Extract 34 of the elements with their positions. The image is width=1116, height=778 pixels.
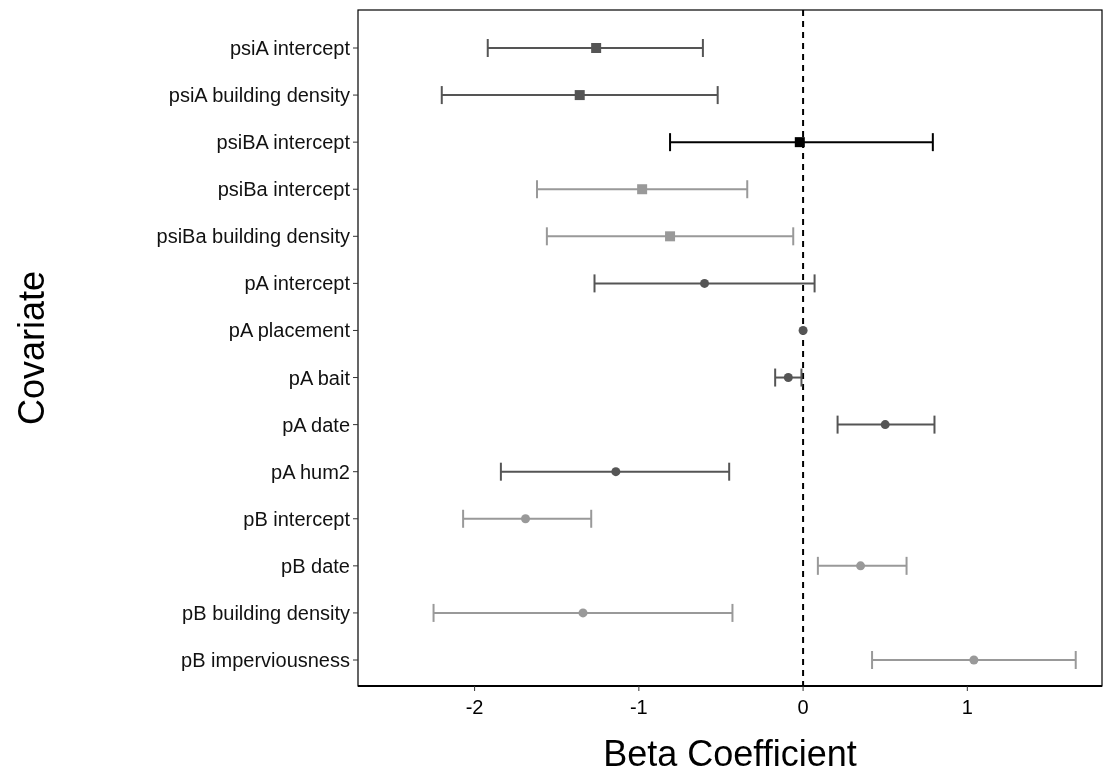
point xyxy=(574,90,585,101)
point xyxy=(880,420,890,430)
y-tick-label: pB imperviousness xyxy=(181,649,350,671)
y-tick-label: psiBA intercept xyxy=(216,131,351,154)
x-tick-label: 1 xyxy=(961,696,973,718)
y-tick-label: pA intercept xyxy=(244,272,351,295)
y-tick-label: pB intercept xyxy=(243,507,351,530)
y-tick-label: psiA intercept xyxy=(229,37,351,59)
point xyxy=(591,43,602,53)
point xyxy=(783,373,793,383)
y-tick-label: pA hum2 xyxy=(271,460,350,483)
y-tick-label: psiA building density xyxy=(168,84,350,107)
point xyxy=(798,325,808,335)
x-tick-label: -1 xyxy=(629,696,648,718)
point xyxy=(611,467,621,477)
y-tick-label: psiBa building density xyxy=(156,225,350,248)
point xyxy=(969,655,979,665)
point xyxy=(637,184,648,195)
x-axis-title: Beta Coefficient xyxy=(603,733,857,774)
y-tick-label: pA bait xyxy=(288,366,351,389)
point xyxy=(700,278,710,288)
y-tick-label: pB building density xyxy=(182,601,350,624)
y-tick-label: pB date xyxy=(281,554,350,577)
x-tick-label: -2 xyxy=(465,696,484,718)
point xyxy=(856,561,866,571)
point xyxy=(521,514,531,524)
point xyxy=(578,608,588,618)
y-axis-title: Covariate xyxy=(11,270,52,426)
point xyxy=(665,231,676,242)
point xyxy=(794,137,805,148)
y-tick-label: psiBa intercept xyxy=(217,178,351,201)
x-tick-label: 0 xyxy=(797,696,809,718)
y-tick-label: pA date xyxy=(282,413,350,436)
y-tick-label: pA placement xyxy=(228,319,351,342)
